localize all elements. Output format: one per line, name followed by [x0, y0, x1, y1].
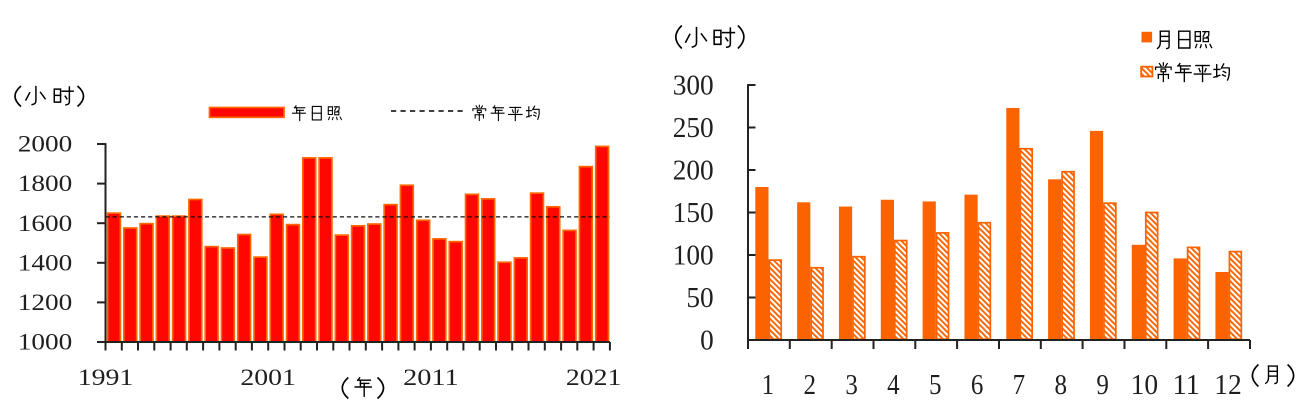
svg-text:1200: 1200	[18, 290, 73, 316]
svg-text:5: 5	[929, 369, 942, 401]
svg-text:1000: 1000	[18, 330, 73, 356]
svg-text:1400: 1400	[18, 250, 73, 276]
svg-text:3: 3	[845, 369, 858, 401]
svg-text:2021: 2021	[566, 365, 622, 391]
svg-text:7: 7	[1013, 369, 1026, 401]
svg-text:1600: 1600	[18, 211, 73, 237]
svg-text:9: 9	[1096, 369, 1109, 401]
svg-text:10: 10	[1131, 369, 1159, 401]
svg-text:2001: 2001	[240, 365, 296, 391]
svg-text:2011: 2011	[403, 365, 459, 391]
svg-text:8: 8	[1054, 369, 1067, 401]
svg-text:6: 6	[971, 369, 984, 401]
svg-text:1800: 1800	[18, 171, 73, 197]
svg-text:4: 4	[887, 369, 900, 401]
svg-text:300: 300	[673, 70, 714, 102]
svg-text:11: 11	[1172, 369, 1200, 401]
svg-text:2: 2	[803, 369, 816, 401]
svg-text:100: 100	[673, 240, 714, 272]
svg-text:0: 0	[700, 325, 714, 357]
svg-text:150: 150	[673, 197, 714, 229]
svg-text:250: 250	[673, 112, 714, 144]
svg-text:200: 200	[673, 155, 714, 187]
svg-text:1: 1	[762, 369, 775, 401]
svg-text:2000: 2000	[18, 132, 73, 158]
svg-text:1991: 1991	[78, 365, 134, 391]
svg-text:50: 50	[686, 282, 713, 314]
svg-text:12: 12	[1214, 369, 1242, 401]
